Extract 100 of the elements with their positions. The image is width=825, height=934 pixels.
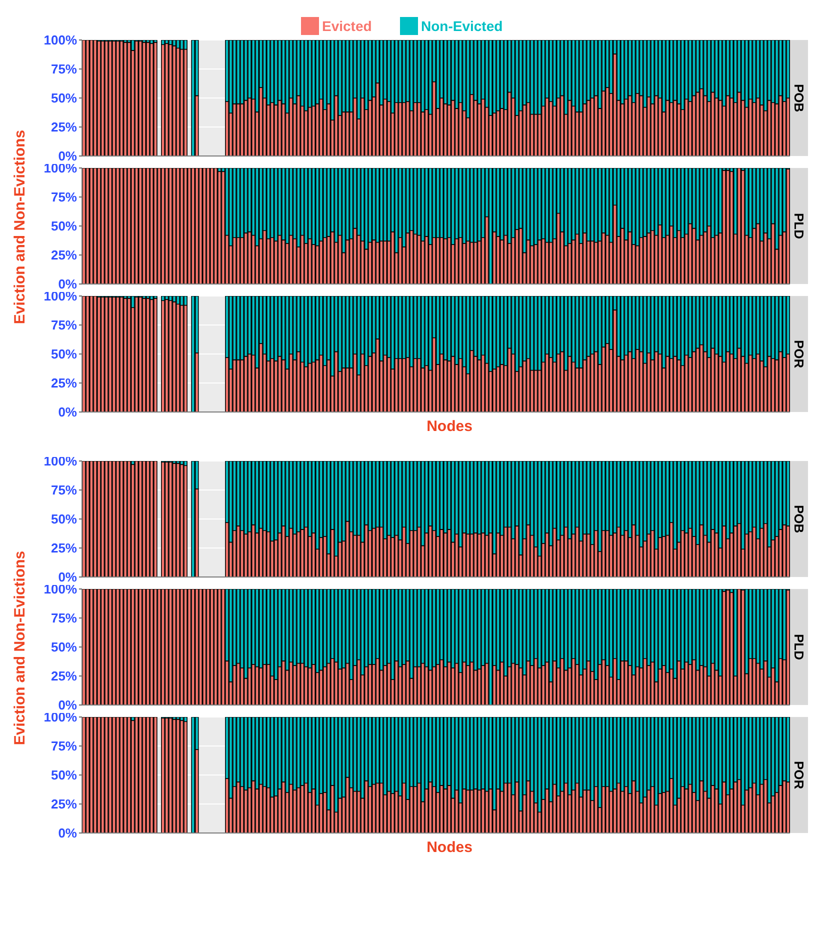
bar <box>218 171 222 284</box>
bar <box>116 40 120 156</box>
bar <box>154 168 158 284</box>
bar <box>206 589 210 705</box>
bar <box>112 296 116 412</box>
bar <box>123 589 128 705</box>
y-tick-label: 50% <box>50 90 78 106</box>
legend-label: Non-Evicted <box>421 18 503 34</box>
bar <box>202 589 206 705</box>
text: POR <box>792 340 806 368</box>
bar <box>86 717 90 833</box>
bar <box>138 296 142 412</box>
bar <box>168 168 172 284</box>
bar <box>154 42 158 156</box>
bar <box>184 168 188 284</box>
bar <box>176 168 180 284</box>
bar <box>741 170 745 284</box>
bar <box>164 43 169 156</box>
bar <box>93 168 98 284</box>
bar <box>726 590 730 705</box>
bar <box>164 589 169 705</box>
bar <box>90 296 94 412</box>
x-axis-title: Nodes <box>426 839 474 856</box>
bar <box>127 461 131 577</box>
bar <box>134 296 138 412</box>
bar <box>218 589 222 705</box>
bar <box>191 296 195 412</box>
bar <box>86 461 90 577</box>
bar <box>104 589 108 705</box>
bar <box>191 461 195 577</box>
text: PLD <box>792 213 806 239</box>
bar <box>112 168 116 284</box>
bar <box>134 717 138 833</box>
bar <box>142 168 146 284</box>
bar <box>134 589 138 705</box>
bar <box>730 171 734 284</box>
y-tick-label: 75% <box>50 318 78 333</box>
bar <box>180 589 184 705</box>
bar <box>130 720 135 833</box>
y-tick-label: 75% <box>50 610 78 626</box>
y-tick-label: 0% <box>58 698 78 713</box>
bar <box>737 168 742 284</box>
x-axis-title: Nodes <box>426 418 474 435</box>
bar <box>161 300 165 412</box>
bar <box>90 168 94 284</box>
bar <box>100 296 105 412</box>
bar <box>150 299 154 412</box>
bar <box>214 589 218 705</box>
bar <box>138 717 142 833</box>
bar <box>164 462 169 577</box>
bar <box>142 589 146 705</box>
y-axis-title: Eviction and Non-Evictions <box>12 550 28 746</box>
bar <box>187 589 192 705</box>
bar <box>93 717 98 833</box>
bar <box>164 718 169 833</box>
bar <box>157 589 162 705</box>
bar <box>108 168 112 284</box>
bar <box>786 168 790 284</box>
bar <box>142 42 146 156</box>
bar <box>90 717 94 833</box>
bar <box>194 168 199 284</box>
bar <box>172 462 176 577</box>
bar <box>191 717 195 833</box>
text: POR <box>792 760 806 790</box>
bar <box>134 168 138 284</box>
bar <box>112 717 116 833</box>
bar <box>97 40 101 156</box>
bar <box>150 461 154 577</box>
bar <box>198 168 203 284</box>
bar <box>134 461 138 577</box>
bar <box>150 43 154 156</box>
bar <box>202 168 206 284</box>
bar <box>138 40 142 156</box>
bar <box>97 168 101 284</box>
bar <box>168 462 172 577</box>
bar <box>154 717 158 833</box>
bar <box>123 461 128 577</box>
bar <box>104 717 108 833</box>
bar <box>97 296 101 412</box>
bar <box>134 40 138 156</box>
bar <box>180 168 184 284</box>
bar <box>184 589 188 705</box>
bar <box>120 717 124 833</box>
bar <box>221 171 226 284</box>
bar <box>191 40 195 156</box>
bar <box>93 40 98 156</box>
bar <box>150 717 154 833</box>
bar <box>138 589 142 705</box>
bar <box>146 298 150 412</box>
bar <box>116 589 120 705</box>
bar <box>150 589 154 705</box>
bar <box>168 44 172 156</box>
bar <box>104 461 108 577</box>
bar <box>154 461 158 577</box>
y-axis-title: Eviction and Non-Evictions <box>12 130 28 324</box>
bar <box>184 465 188 577</box>
text: PLD <box>792 634 806 660</box>
bar <box>157 168 162 284</box>
bar <box>138 461 142 577</box>
bar <box>116 168 120 284</box>
